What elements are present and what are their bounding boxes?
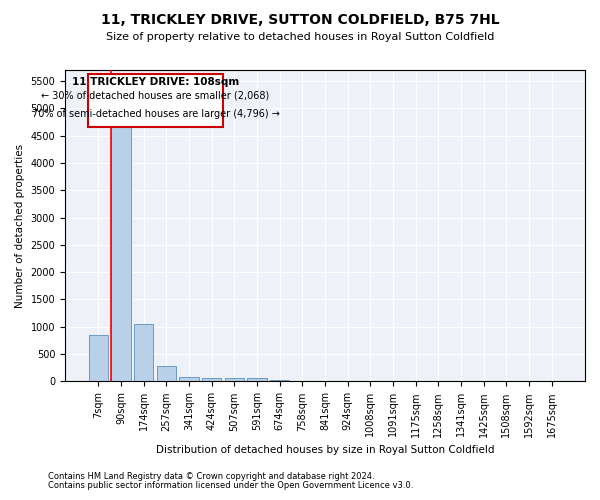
Text: 11, TRICKLEY DRIVE, SUTTON COLDFIELD, B75 7HL: 11, TRICKLEY DRIVE, SUTTON COLDFIELD, B7… xyxy=(101,12,499,26)
Text: ← 30% of detached houses are smaller (2,068): ← 30% of detached houses are smaller (2,… xyxy=(41,90,269,101)
Bar xyxy=(202,378,221,382)
Bar xyxy=(224,378,244,382)
Bar xyxy=(112,81,131,382)
Bar xyxy=(134,324,153,382)
Text: 11 TRICKLEY DRIVE: 108sqm: 11 TRICKLEY DRIVE: 108sqm xyxy=(72,77,239,87)
Text: Size of property relative to detached houses in Royal Sutton Coldfield: Size of property relative to detached ho… xyxy=(106,32,494,42)
Bar xyxy=(247,378,266,382)
Text: Contains public sector information licensed under the Open Government Licence v3: Contains public sector information licen… xyxy=(48,481,413,490)
X-axis label: Distribution of detached houses by size in Royal Sutton Coldfield: Distribution of detached houses by size … xyxy=(156,445,494,455)
Text: Contains HM Land Registry data © Crown copyright and database right 2024.: Contains HM Land Registry data © Crown c… xyxy=(48,472,374,481)
Y-axis label: Number of detached properties: Number of detached properties xyxy=(15,144,25,308)
Bar xyxy=(157,366,176,382)
Bar xyxy=(89,335,108,382)
Bar xyxy=(179,377,199,382)
Bar xyxy=(270,380,289,382)
Text: 70% of semi-detached houses are larger (4,796) →: 70% of semi-detached houses are larger (… xyxy=(32,109,280,119)
